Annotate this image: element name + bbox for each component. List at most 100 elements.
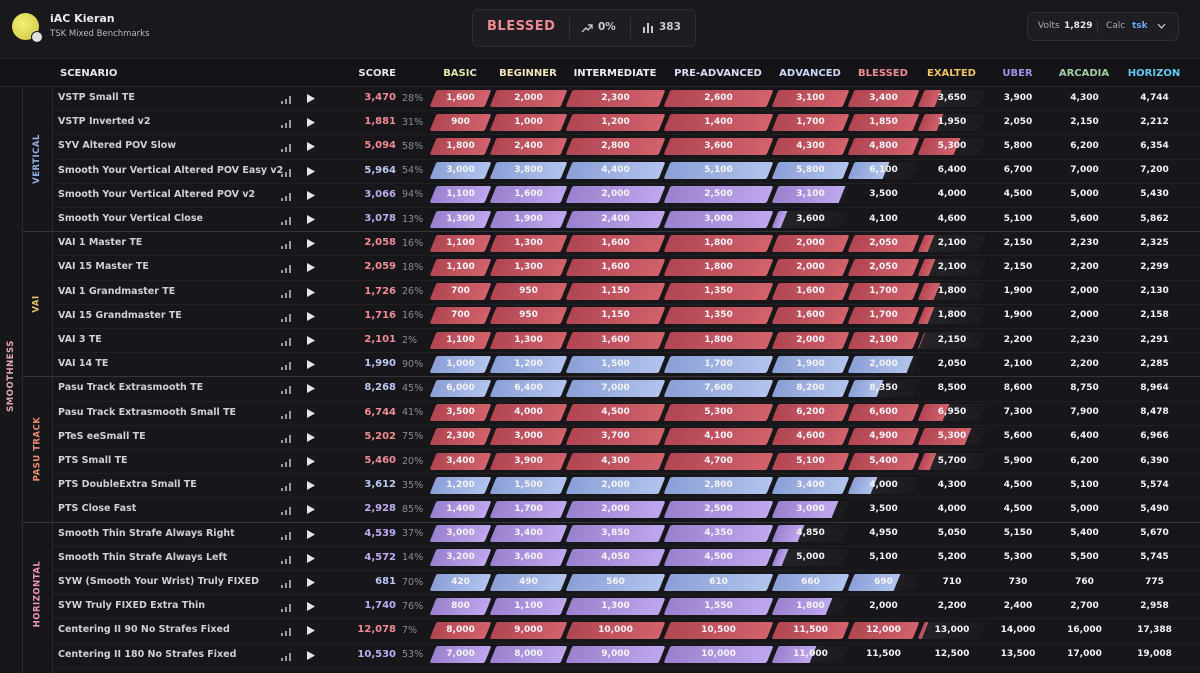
scenario-name[interactable]: VAI 15 Master TE bbox=[58, 261, 149, 273]
scenario-name[interactable]: VAI 14 TE bbox=[58, 358, 109, 370]
play-button[interactable] bbox=[306, 214, 316, 225]
scenario-name[interactable]: PTS Small TE bbox=[58, 455, 128, 467]
threshold-value: 1,300 bbox=[514, 334, 543, 345]
stats-button[interactable] bbox=[280, 360, 292, 371]
play-button[interactable] bbox=[306, 480, 316, 491]
column-header[interactable]: ADVANCED bbox=[779, 68, 841, 79]
threshold-value: 950 bbox=[519, 286, 538, 297]
play-button[interactable] bbox=[306, 287, 316, 298]
scenario-name[interactable]: Smooth Thin Strafe Always Left bbox=[58, 551, 228, 563]
column-header[interactable]: PRE-ADVANCED bbox=[674, 68, 762, 79]
scenario-name[interactable]: SYW Truly FIXED Extra Thin bbox=[58, 600, 206, 612]
stats-button[interactable] bbox=[280, 530, 292, 540]
stats-button[interactable] bbox=[280, 336, 292, 347]
column-header[interactable]: BLESSED bbox=[858, 68, 908, 79]
column-header[interactable]: HORIZON bbox=[1127, 68, 1181, 79]
percent: 16% bbox=[402, 237, 424, 249]
percent: 28% bbox=[402, 92, 424, 104]
play-button[interactable] bbox=[306, 408, 316, 419]
stats-button[interactable] bbox=[280, 433, 292, 443]
stats-button[interactable] bbox=[280, 505, 292, 516]
play-button[interactable] bbox=[306, 238, 316, 249]
play-button[interactable] bbox=[306, 529, 316, 540]
scenario-name[interactable]: Centering II 180 No Strafes Fixed bbox=[58, 648, 237, 660]
play-button[interactable] bbox=[306, 650, 316, 661]
scenario-name[interactable]: SYV Altered POV Slow bbox=[58, 140, 177, 152]
percent: 2% bbox=[402, 334, 418, 346]
threshold-value: 5,430 bbox=[1140, 189, 1169, 200]
column-header[interactable]: INTERMEDIATE bbox=[573, 68, 657, 79]
column-header[interactable]: BASIC bbox=[443, 68, 477, 79]
stats-button[interactable] bbox=[280, 481, 292, 492]
play-button[interactable] bbox=[306, 577, 316, 588]
play-button[interactable] bbox=[306, 93, 316, 104]
scenario-name[interactable]: PTS DoubleExtra Small TE bbox=[58, 479, 197, 491]
scenario-name[interactable]: VAI 15 Grandmaster TE bbox=[58, 309, 182, 321]
play-button[interactable] bbox=[306, 432, 316, 443]
threshold-cell: 2,000 bbox=[489, 89, 568, 107]
scenario-name[interactable]: Smooth Your Vertical Altered POV v2 bbox=[58, 188, 256, 200]
scenario-name[interactable]: Smooth Thin Strafe Always Right bbox=[58, 527, 235, 539]
stats-button[interactable] bbox=[280, 651, 292, 661]
scenario-name[interactable]: Centering II 90 No Strafes Fixed bbox=[58, 624, 230, 636]
play-button[interactable] bbox=[306, 311, 316, 322]
scenario-name[interactable]: VSTP Small TE bbox=[58, 92, 135, 104]
threshold-cell: 1,300 bbox=[565, 597, 666, 615]
play-button[interactable] bbox=[306, 166, 316, 177]
stats-button[interactable] bbox=[280, 215, 292, 226]
group-cell: HORIZONTAL bbox=[22, 522, 52, 667]
column-header[interactable]: UBER bbox=[1002, 68, 1033, 79]
threshold-cell: 2,100 bbox=[847, 331, 920, 349]
stats-button[interactable] bbox=[280, 457, 292, 468]
column-header[interactable]: BEGINNER bbox=[499, 68, 557, 79]
stats-button[interactable] bbox=[280, 118, 292, 129]
play-button[interactable] bbox=[306, 383, 316, 394]
play-button[interactable] bbox=[306, 190, 316, 201]
play-button[interactable] bbox=[306, 504, 316, 515]
threshold-value: 5,100 bbox=[796, 455, 825, 466]
scenario-name[interactable]: VAI 1 Master TE bbox=[58, 237, 143, 249]
stats-button[interactable] bbox=[280, 384, 292, 395]
threshold-cell: 1,500 bbox=[489, 476, 568, 494]
scenario-name[interactable]: VSTP Inverted v2 bbox=[58, 116, 151, 128]
stats-button[interactable] bbox=[280, 263, 292, 274]
scenario-name[interactable]: VAI 3 TE bbox=[58, 334, 102, 346]
column-header[interactable]: EXALTED bbox=[927, 68, 976, 79]
play-button[interactable] bbox=[306, 553, 316, 564]
play-button[interactable] bbox=[306, 117, 316, 128]
play-button[interactable] bbox=[306, 335, 316, 346]
percent: 26% bbox=[402, 286, 424, 298]
scenario-name[interactable]: PTS Close Fast bbox=[58, 503, 137, 515]
stats-button[interactable] bbox=[280, 167, 292, 177]
calc-label[interactable]: Calc bbox=[1106, 21, 1126, 31]
stats-button[interactable] bbox=[280, 288, 292, 298]
scenario-name[interactable]: PTeS eeSmall TE bbox=[58, 430, 146, 442]
scenario-name[interactable]: Pasu Track Extrasmooth TE bbox=[58, 382, 204, 394]
play-button[interactable] bbox=[306, 601, 316, 612]
stats-button[interactable] bbox=[280, 578, 292, 589]
play-button[interactable] bbox=[306, 262, 316, 273]
stats-button[interactable] bbox=[280, 602, 292, 613]
stats-button[interactable] bbox=[280, 191, 292, 201]
stats-button[interactable] bbox=[280, 409, 292, 419]
threshold-cell: 2,230 bbox=[1053, 235, 1116, 252]
stats-button[interactable] bbox=[280, 239, 292, 250]
play-button[interactable] bbox=[306, 141, 316, 152]
scenario-name[interactable]: VAI 1 Grandmaster TE bbox=[58, 285, 176, 297]
scenario-name[interactable]: Smooth Your Vertical Altered POV Easy v2 bbox=[58, 164, 284, 176]
stats-button[interactable] bbox=[280, 554, 292, 564]
scenario-name[interactable]: SYW (Smooth Your Wrist) Truly FIXED bbox=[58, 576, 260, 588]
stats-button[interactable] bbox=[280, 142, 292, 153]
stats-button[interactable] bbox=[280, 626, 292, 637]
dropdown-icon[interactable] bbox=[1157, 23, 1166, 30]
calc-value[interactable]: tsk bbox=[1132, 21, 1148, 31]
play-button[interactable] bbox=[306, 625, 316, 636]
play-button[interactable] bbox=[306, 359, 316, 370]
scenario-name[interactable]: Pasu Track Extrasmooth Small TE bbox=[58, 406, 237, 418]
stats-button[interactable] bbox=[280, 312, 292, 322]
stats-button[interactable] bbox=[280, 94, 292, 105]
column-header[interactable]: ARCADIA bbox=[1058, 68, 1110, 79]
threshold-cell: 3,000 bbox=[489, 428, 568, 446]
scenario-name[interactable]: Smooth Your Vertical Close bbox=[58, 213, 203, 225]
play-button[interactable] bbox=[306, 456, 316, 467]
